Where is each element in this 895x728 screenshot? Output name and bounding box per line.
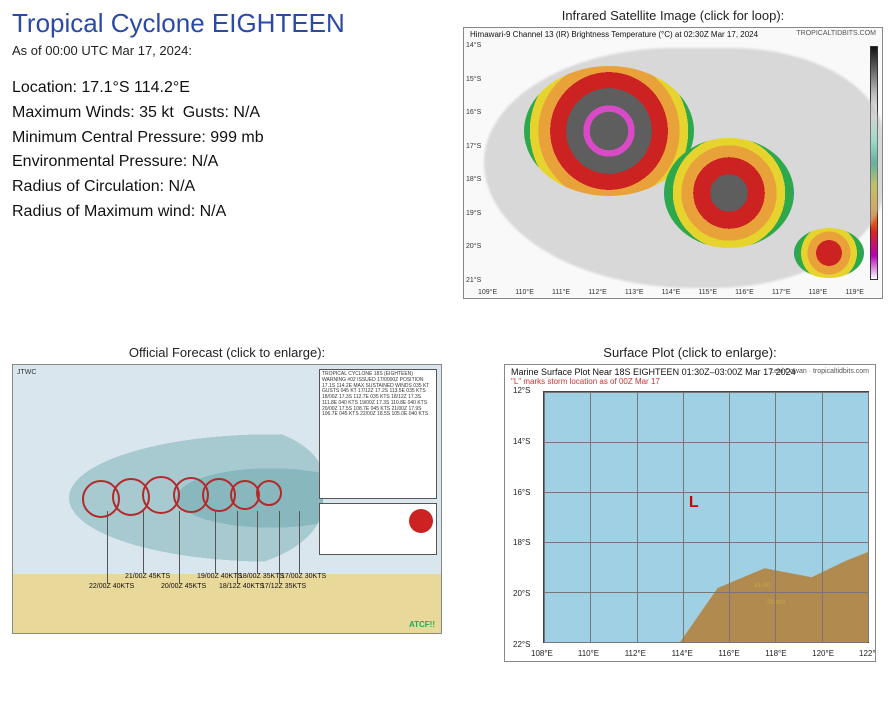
surface-y-tick: 14°S	[513, 437, 530, 446]
location-label: Location:	[12, 79, 77, 96]
surface-map: L 33 0/029 m/0	[543, 391, 869, 643]
surface-x-tick: 114°E	[672, 649, 693, 658]
hurricane-icon	[409, 509, 433, 533]
surface-label: Surface Plot (click to enlarge):	[504, 345, 876, 360]
forecast-source: JTWC	[17, 369, 36, 376]
satellite-credit: TROPICALTIDBITS.COM	[796, 30, 876, 37]
pressure-label: Minimum Central Pressure:	[12, 129, 206, 146]
surface-y-tick: 12°S	[513, 386, 530, 395]
surface-y-tick: 22°S	[513, 640, 530, 649]
storm-stats: Location: 17.1°S 114.2°E Maximum Winds: …	[12, 76, 463, 225]
roc-value: N/A	[169, 178, 196, 195]
surface-x-tick: 120°E	[812, 649, 834, 658]
forecast-point-label: 20/00Z 45KTS	[161, 583, 206, 590]
satellite-image[interactable]: Himawari-9 Channel 13 (IR) Brightness Te…	[463, 27, 883, 299]
surface-y-tick: 16°S	[513, 488, 530, 497]
satellite-x-axis: 109°E110°E111°E112°E113°E114°E115°E116°E…	[478, 289, 864, 296]
surface-x-tick: 110°E	[578, 649, 599, 658]
surface-y-tick: 20°S	[513, 589, 530, 598]
forecast-credit: ATCF!!	[409, 620, 435, 629]
pressure-value: 999 mb	[210, 129, 263, 146]
surface-x-tick: 108°E	[531, 649, 553, 658]
forecast-textbox: TROPICAL CYCLONE 18S (EIGHTEEN) WARNING …	[319, 369, 437, 499]
surface-observation: 33 0/0	[754, 583, 771, 589]
surface-image[interactable]: Marine Surface Plot Near 18S EIGHTEEN 01…	[504, 364, 876, 662]
satellite-label: Infrared Satellite Image (click for loop…	[463, 8, 883, 23]
surface-x-tick: 116°E	[718, 649, 739, 658]
rmw-label: Radius of Maximum wind:	[12, 203, 195, 220]
maxwind-value: 35 kt	[139, 104, 174, 121]
surface-x-tick: 122°E	[859, 649, 876, 658]
satellite-header: Himawari-9 Channel 13 (IR) Brightness Te…	[470, 30, 758, 39]
forecast-point-label: 17/12Z 35KTS	[261, 583, 306, 590]
surface-x-tick: 112°E	[625, 649, 646, 658]
surface-x-tick: 118°E	[765, 649, 786, 658]
surface-landmass	[680, 552, 868, 642]
forecast-point-label: 18/12Z 40KTS	[219, 583, 264, 590]
forecast-point-label: 21/00Z 45KTS	[125, 573, 170, 580]
forecast-point-label: 17/00Z 30KTS	[281, 573, 326, 580]
rmw-value: N/A	[200, 203, 227, 220]
forecast-image[interactable]: JTWC TROPICAL CYCLONE 18S (EIGHTEEN) WAR…	[12, 364, 442, 634]
roc-label: Radius of Circulation:	[12, 178, 164, 195]
forecast-label: Official Forecast (click to enlarge):	[12, 345, 442, 360]
maxwind-label: Maximum Winds:	[12, 104, 135, 121]
satellite-y-axis: 14°S15°S16°S17°S18°S19°S20°S21°S	[466, 42, 480, 284]
surface-credit: Levi Cowan · tropicaltidbits.com	[770, 368, 869, 375]
page-title: Tropical Cyclone EIGHTEEN	[12, 8, 463, 39]
gusts-value: N/A	[233, 104, 260, 121]
location-value: 17.1°S 114.2°E	[81, 79, 190, 96]
gusts-label: Gusts:	[183, 104, 229, 121]
surface-subtitle: "L" marks storm location as of 00Z Mar 1…	[505, 377, 875, 386]
forecast-point-label: 18/00Z 35KTS	[239, 573, 284, 580]
as-of-timestamp: As of 00:00 UTC Mar 17, 2024:	[12, 43, 463, 58]
envpres-value: N/A	[192, 153, 219, 170]
storm-marker: L	[689, 494, 699, 512]
surface-y-tick: 18°S	[513, 538, 530, 547]
forecast-point-label: 19/00Z 40KTS	[197, 573, 242, 580]
envpres-label: Environmental Pressure:	[12, 153, 187, 170]
forecast-point-label: 22/00Z 40KTS	[89, 583, 134, 590]
